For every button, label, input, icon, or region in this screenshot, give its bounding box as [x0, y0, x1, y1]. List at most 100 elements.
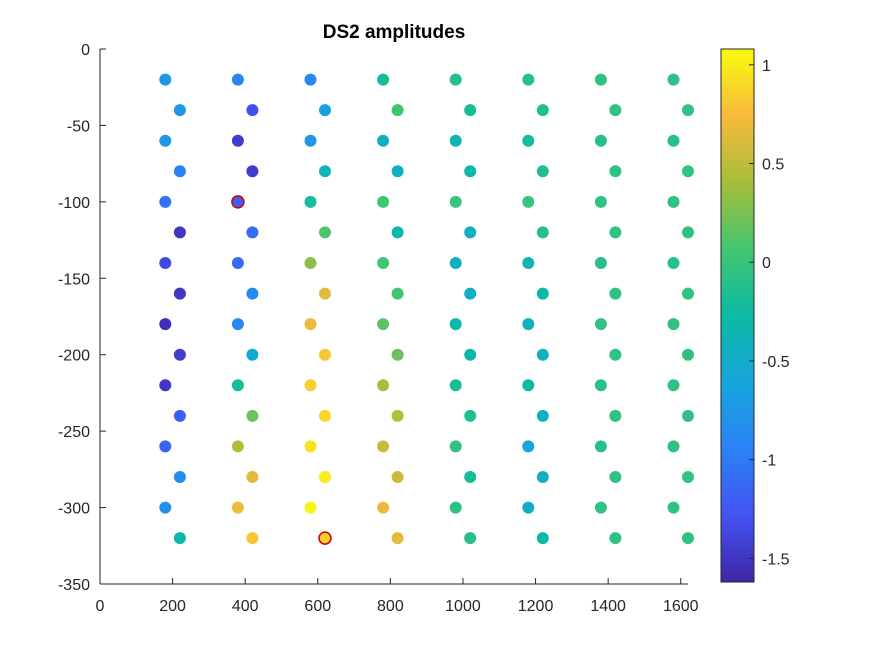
data-point: [319, 104, 331, 117]
data-point: [304, 501, 317, 514]
data-point: [609, 348, 622, 361]
scatter-points: [159, 73, 694, 545]
data-point: [377, 73, 390, 86]
data-point: [536, 287, 549, 300]
data-point: [319, 287, 331, 300]
data-point: [682, 409, 694, 422]
data-point: [536, 409, 549, 422]
data-point: [594, 379, 607, 392]
data-point: [231, 440, 244, 453]
colorbar-gradient: [720, 48, 755, 583]
data-point: [536, 471, 549, 483]
data-point: [609, 165, 622, 178]
data-point: [594, 134, 607, 147]
colorbar-tick-label: -1: [762, 453, 776, 470]
data-point: [304, 440, 317, 453]
y-tick-label: -250: [58, 424, 90, 441]
data-point: [246, 165, 259, 178]
data-point: [449, 501, 462, 514]
data-point: [391, 165, 404, 178]
axes: [99, 49, 688, 585]
data-point: [319, 409, 331, 422]
data-point: [522, 440, 535, 453]
colorbar-tick-label: 0: [762, 255, 771, 272]
data-point: [609, 104, 622, 117]
data-point: [682, 287, 694, 300]
data-point: [304, 134, 317, 147]
data-point: [173, 104, 186, 117]
data-point: [536, 226, 549, 239]
data-point: [377, 195, 390, 208]
data-point: [377, 257, 390, 269]
data-point: [391, 287, 404, 300]
data-point: [667, 440, 680, 453]
data-point: [682, 532, 694, 545]
x-tick-label: 1000: [445, 598, 481, 615]
data-point: [536, 165, 549, 178]
data-point: [464, 348, 477, 361]
x-tick-label: 1200: [518, 598, 554, 615]
data-point: [449, 257, 462, 269]
data-point: [449, 440, 462, 453]
data-point: [231, 501, 244, 514]
data-point: [159, 195, 172, 208]
data-point: [682, 348, 694, 361]
data-point: [319, 226, 331, 239]
data-point: [449, 318, 462, 331]
data-point: [304, 318, 317, 331]
data-point: [522, 73, 535, 86]
data-point: [173, 471, 186, 483]
colorbar-tick-label: -1.5: [762, 551, 790, 568]
data-point: [304, 379, 317, 392]
data-point: [246, 409, 259, 422]
x-axis-ticks: 0 200 400 600 800 1000 1200 1400 1600: [96, 578, 699, 615]
data-point: [667, 257, 680, 269]
data-point: [522, 195, 535, 208]
data-point: [391, 226, 404, 239]
data-point: [377, 134, 390, 147]
y-tick-label: -150: [58, 271, 90, 288]
data-point: [173, 409, 186, 422]
data-point: [246, 471, 259, 483]
data-point: [159, 257, 172, 269]
data-point: [522, 379, 535, 392]
data-point: [682, 471, 694, 483]
data-point: [231, 73, 244, 86]
data-point: [667, 379, 680, 392]
x-tick-label: 1400: [590, 598, 626, 615]
data-point: [464, 409, 477, 422]
data-point: [594, 257, 607, 269]
highlighted-data-point: [231, 195, 245, 209]
data-point: [377, 379, 390, 392]
data-point: [667, 73, 680, 86]
data-point: [231, 134, 244, 147]
plot-area: [100, 49, 688, 584]
data-point: [667, 134, 680, 147]
data-point: [304, 257, 317, 269]
data-point: [609, 532, 622, 545]
data-point: [594, 73, 607, 86]
data-point: [231, 318, 244, 331]
data-point: [522, 134, 535, 147]
data-point: [609, 409, 622, 422]
x-tick-label: 0: [96, 598, 105, 615]
colorbar: 1 0.5 0 -0.5 -1 -1.5: [720, 48, 790, 583]
y-tick-label: -200: [58, 348, 90, 365]
data-point: [449, 134, 462, 147]
highlighted-data-point: [318, 531, 332, 545]
data-point: [159, 440, 172, 453]
data-point: [231, 257, 244, 269]
colorbar-tick-label: 1: [762, 58, 771, 75]
data-point: [682, 104, 694, 117]
data-point: [667, 501, 680, 514]
x-tick-label: 800: [377, 598, 404, 615]
data-point: [173, 532, 186, 545]
data-point: [536, 104, 549, 117]
data-point: [536, 348, 549, 361]
data-point: [449, 195, 462, 208]
data-point: [391, 409, 404, 422]
y-tick-label: 0: [81, 42, 90, 59]
data-point: [246, 348, 259, 361]
data-point: [391, 348, 404, 361]
